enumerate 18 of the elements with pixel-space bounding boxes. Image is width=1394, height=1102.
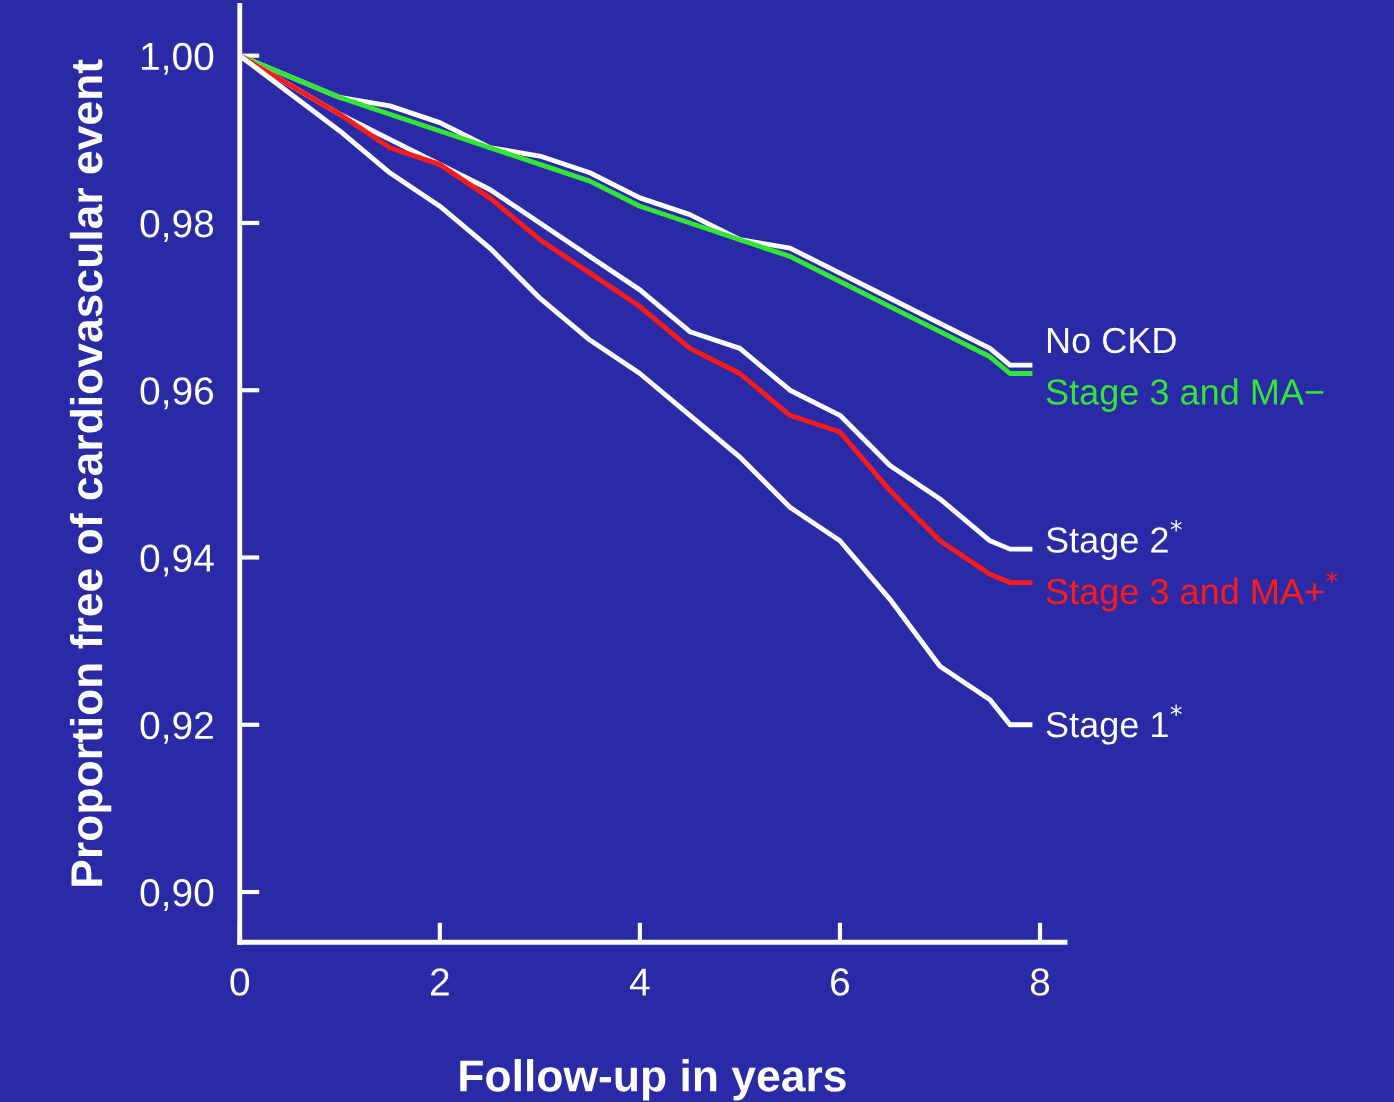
y-tick-label: 1,00 xyxy=(142,42,214,75)
x-tick-label: 0 xyxy=(230,968,250,996)
y-tick-label: 0,98 xyxy=(140,209,214,243)
series-label: Stage 3 and MA− xyxy=(1046,378,1324,412)
x-tick-label: 4 xyxy=(629,968,650,996)
y-tick-label: 0,90 xyxy=(140,878,214,912)
series-label: No CKD xyxy=(1047,327,1176,354)
y-axis-title: Proportion free of cardiovascular event xyxy=(69,59,112,886)
x-tick-label: 2 xyxy=(430,968,449,996)
x-tick-label: 8 xyxy=(1030,968,1050,996)
y-tick-label: 0,92 xyxy=(140,711,213,744)
x-tick-label: 6 xyxy=(831,968,850,996)
series-label: Stage 3 and MA+$^{*}$ xyxy=(1046,571,1338,612)
x-axis-title: Follow-up in years xyxy=(460,1059,846,1101)
y-tick-label: 0,94 xyxy=(140,544,214,577)
series-label: Stage 2$^{*}$ xyxy=(1046,519,1182,560)
series-label: Stage 1$^{*}$ xyxy=(1046,704,1182,745)
y-tick-label: 0,96 xyxy=(140,377,214,410)
